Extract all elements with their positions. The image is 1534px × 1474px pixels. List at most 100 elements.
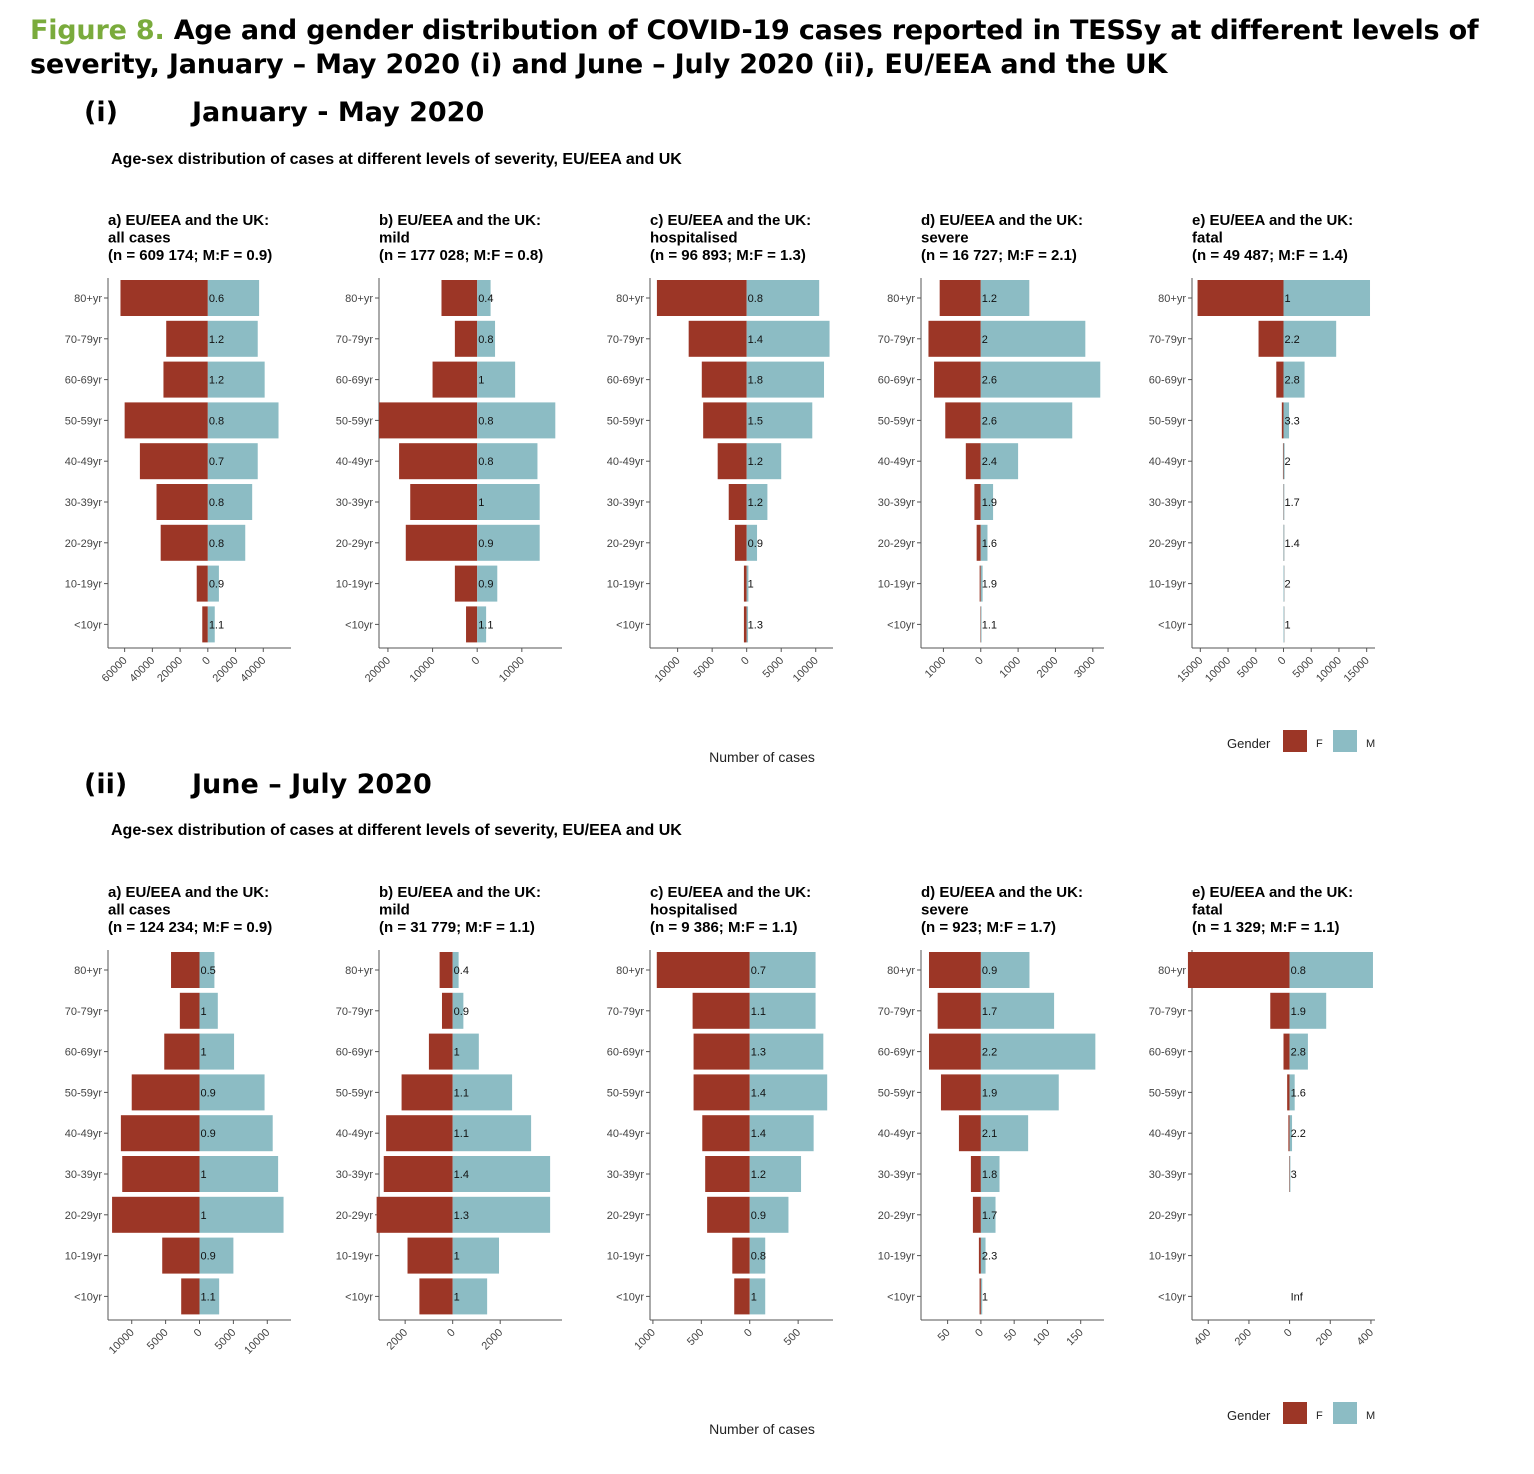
bar-male xyxy=(1289,1074,1295,1111)
bar-male xyxy=(477,280,491,316)
x-tick-label: 50 xyxy=(936,1327,953,1344)
bar-female xyxy=(945,402,981,439)
panel-title-line: a) EU/EEA and the UK: xyxy=(108,212,269,229)
panel-title-line: hospitalised xyxy=(650,230,738,247)
bar-female xyxy=(707,1196,750,1233)
y-tick-label: 20-29yr xyxy=(878,1210,916,1222)
x-tick-label: 10000 xyxy=(107,1327,137,1357)
bar-female xyxy=(701,361,747,398)
y-tick-label: 80+yr xyxy=(74,293,102,305)
mf-ratio-label: 1 xyxy=(454,1047,460,1059)
bar-male xyxy=(746,402,813,439)
bar-female xyxy=(734,1278,750,1315)
y-tick-label: 70-79yr xyxy=(878,334,916,346)
bar-female xyxy=(1276,361,1284,398)
y-tick-label: 20-29yr xyxy=(65,1210,103,1222)
bar-female xyxy=(693,1074,750,1111)
y-tick-label: 30-39yr xyxy=(607,1169,645,1181)
bar-female xyxy=(383,1156,453,1192)
bar-female xyxy=(166,320,208,357)
x-tick-label: 0 xyxy=(973,655,986,668)
x-tick-label: 5000 xyxy=(1291,655,1317,681)
section-period: June – July 2020 xyxy=(192,769,432,800)
bar-male xyxy=(980,1278,983,1315)
y-tick-label: 10-19yr xyxy=(1149,1251,1187,1263)
bar-male xyxy=(749,992,816,1029)
bar-male xyxy=(199,1156,279,1192)
panel-b: b) EU/EEA and the UK:mild(n = 177 028; M… xyxy=(336,212,562,685)
bar-female xyxy=(164,1033,200,1070)
bar-female xyxy=(974,484,981,520)
mf-ratio-label: 1.8 xyxy=(748,375,763,387)
legend-title: Gender xyxy=(1227,1408,1271,1423)
y-tick-label: 50-59yr xyxy=(336,1087,374,1099)
y-tick-label: 60-69yr xyxy=(878,375,916,387)
y-tick-label: 20-29yr xyxy=(336,538,374,550)
bar-female xyxy=(386,1115,453,1152)
bar-male xyxy=(749,1196,789,1233)
mf-ratio-label: 1.2 xyxy=(748,497,763,509)
bar-male xyxy=(980,1115,1029,1152)
y-tick-label: 50-59yr xyxy=(607,415,645,427)
mf-ratio-label: 1 xyxy=(1285,619,1291,631)
bar-male xyxy=(452,1156,551,1192)
panel-title-line: (n = 609 174; M:F = 0.9) xyxy=(108,247,272,264)
bar-male xyxy=(749,1237,766,1274)
bar-male xyxy=(746,484,768,520)
mf-ratio-label: 0.9 xyxy=(982,965,997,977)
mf-ratio-label: 0.9 xyxy=(478,538,493,550)
x-tick-label: 400 xyxy=(1192,1327,1213,1348)
x-tick-label: 2000 xyxy=(384,1327,410,1353)
bar-male xyxy=(980,402,1073,439)
x-tick-label: 0 xyxy=(742,1327,755,1340)
legend-label-male: M xyxy=(1366,1410,1375,1422)
bar-male xyxy=(452,1196,551,1233)
bar-female xyxy=(419,1278,453,1315)
bar-male xyxy=(749,1033,824,1070)
bar-male xyxy=(207,524,246,561)
y-tick-label: 80+yr xyxy=(1158,293,1186,305)
bar-female xyxy=(112,1196,200,1233)
bar-male xyxy=(207,606,215,643)
bar-female xyxy=(937,992,981,1029)
y-tick-label: <10yr xyxy=(74,619,102,631)
y-tick-label: 40-49yr xyxy=(607,1128,645,1140)
x-tick-label: 5000 xyxy=(1235,655,1261,681)
y-tick-label: 10-19yr xyxy=(878,1251,916,1263)
legend-label-female: F xyxy=(1316,738,1323,750)
mf-ratio-label: 1.1 xyxy=(478,619,493,631)
y-tick-label: 80+yr xyxy=(345,293,373,305)
x-tick-label: 0 xyxy=(1282,1327,1295,1340)
bar-female xyxy=(179,992,200,1029)
y-tick-label: 30-39yr xyxy=(878,1169,916,1181)
bar-female xyxy=(454,565,478,602)
bar-female xyxy=(1281,402,1284,439)
mf-ratio-label: 0.7 xyxy=(751,965,766,977)
bar-female xyxy=(978,1237,981,1274)
y-tick-label: 60-69yr xyxy=(336,375,374,387)
y-tick-label: 80+yr xyxy=(887,965,915,977)
section-heading-i: (i) January - May 2020 xyxy=(84,97,484,128)
bar-female xyxy=(171,952,200,988)
bar-male xyxy=(1289,1115,1293,1152)
x-tick-label: 200 xyxy=(1233,1327,1254,1348)
bar-male xyxy=(1283,320,1337,357)
mf-ratio-label: 1 xyxy=(454,1291,460,1303)
mf-ratio-label: 2.2 xyxy=(1291,1128,1306,1140)
bar-female xyxy=(743,565,747,602)
panel-title-line: hospitalised xyxy=(650,902,738,919)
mf-ratio-label: 1.9 xyxy=(982,1087,997,1099)
y-tick-label: 60-69yr xyxy=(1149,375,1187,387)
panel-title-line: e) EU/EEA and the UK: xyxy=(1192,884,1353,901)
panel-title-line: (n = 9 386; M:F = 1.1) xyxy=(650,919,798,936)
mf-ratio-label: 1.7 xyxy=(1285,497,1300,509)
mf-ratio-label: 1.2 xyxy=(751,1169,766,1181)
mf-ratio-label: 2.3 xyxy=(982,1251,997,1263)
x-tick-label: 20000 xyxy=(155,655,185,685)
y-tick-label: 80+yr xyxy=(616,293,644,305)
bar-female xyxy=(439,952,453,988)
bar-female xyxy=(399,443,478,480)
mf-ratio-label: 1.6 xyxy=(982,538,997,550)
mf-ratio-label: 1.9 xyxy=(1291,1006,1306,1018)
bar-female xyxy=(958,1115,981,1152)
